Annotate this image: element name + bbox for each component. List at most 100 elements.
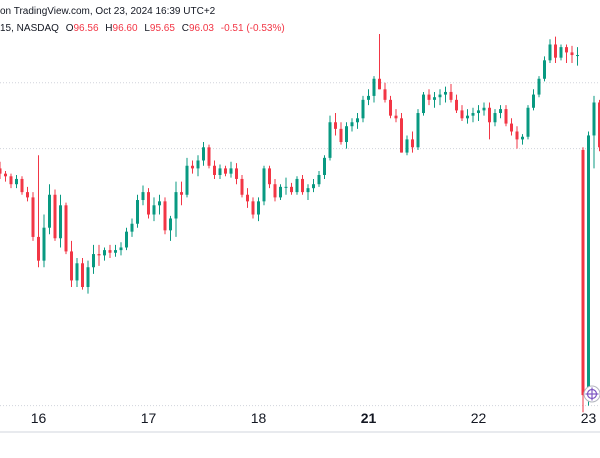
candle-body [565,47,568,53]
candle-body [587,135,590,396]
candle [229,161,233,178]
candle-body [202,147,205,161]
candle [202,142,205,166]
candle [169,215,172,241]
candle [460,105,464,121]
candle-body [510,123,513,132]
candle-body [400,118,403,153]
candle [218,164,222,179]
candle [152,197,156,222]
candle [290,182,293,195]
candle-body [290,186,293,193]
candle-body [108,250,112,253]
candle [394,109,398,123]
candle-body [59,205,62,239]
candle-body [317,174,321,185]
candle [422,91,425,116]
candle [114,244,117,257]
candle-body [394,115,398,119]
candle-body [158,201,161,206]
chart-source-line: on TradingView.com, Oct 23, 2024 16:39 U… [0,6,215,17]
candle [163,197,167,235]
candle [158,194,161,215]
candle-body [488,107,491,123]
time-tick-label: 21 [361,410,377,426]
close-label: C [181,23,189,34]
candle [20,176,24,195]
candle-body [246,194,249,202]
candle [53,189,57,241]
candle [510,118,513,136]
candle-body [598,102,600,148]
time-tick-label: 22 [471,410,487,426]
candle [433,91,436,108]
candle [543,56,546,82]
candle [207,144,211,169]
candle-body [312,184,315,189]
candle-body [323,157,326,175]
candle-body [125,231,128,248]
candle [70,240,73,288]
candle-body [262,168,266,202]
candle [581,147,585,413]
high-value: 96.60 [112,23,138,34]
candle [438,89,442,106]
candle-body [554,44,557,58]
candle [136,194,139,228]
change-value: -0.51 (-0.53%) [220,23,285,34]
candle-body [185,165,189,195]
candle [383,82,387,103]
candle [411,131,414,153]
candle [235,163,238,185]
candle-body [70,251,73,281]
candle [37,155,40,268]
high-label: H [105,23,113,34]
candle [257,197,260,222]
candle [339,122,343,145]
candle-body [235,168,238,179]
candle-body [504,109,508,124]
candle-body [279,186,282,198]
candle [224,165,227,177]
candle-body [136,200,139,224]
candle [334,113,337,136]
candle [268,165,271,189]
candle-body [350,122,354,127]
candle [130,218,134,237]
candle [592,95,596,169]
candle [548,39,552,63]
candle [328,115,332,161]
candle [125,227,128,251]
candle [444,86,447,103]
candle-body [416,113,420,148]
candle-body [180,192,183,195]
candle [251,197,255,219]
time-axis: 16 17 18 21 22 23 [31,410,597,426]
candle [119,242,123,256]
candle-body [411,139,414,148]
candle-body [576,55,579,57]
candle-body [0,168,2,174]
candle-body [213,165,216,175]
candle-body [86,267,90,288]
candle [59,194,62,248]
time-tick-label: 23 [581,410,597,426]
candle-body [389,99,392,116]
candle-body [455,99,458,111]
candle [570,45,574,63]
candle [504,105,508,127]
crosshair-target-icon[interactable] [583,385,600,403]
candle [15,174,18,189]
candle-body [257,201,260,215]
close-value: 96.03 [188,23,214,34]
candle-body [306,188,310,193]
candle [75,258,79,288]
candle-body [422,94,425,114]
candle [493,109,497,127]
candle-body [284,186,288,188]
candle-body [592,102,596,136]
candle [262,165,266,206]
candles [0,33,600,413]
candle-body [482,107,486,111]
